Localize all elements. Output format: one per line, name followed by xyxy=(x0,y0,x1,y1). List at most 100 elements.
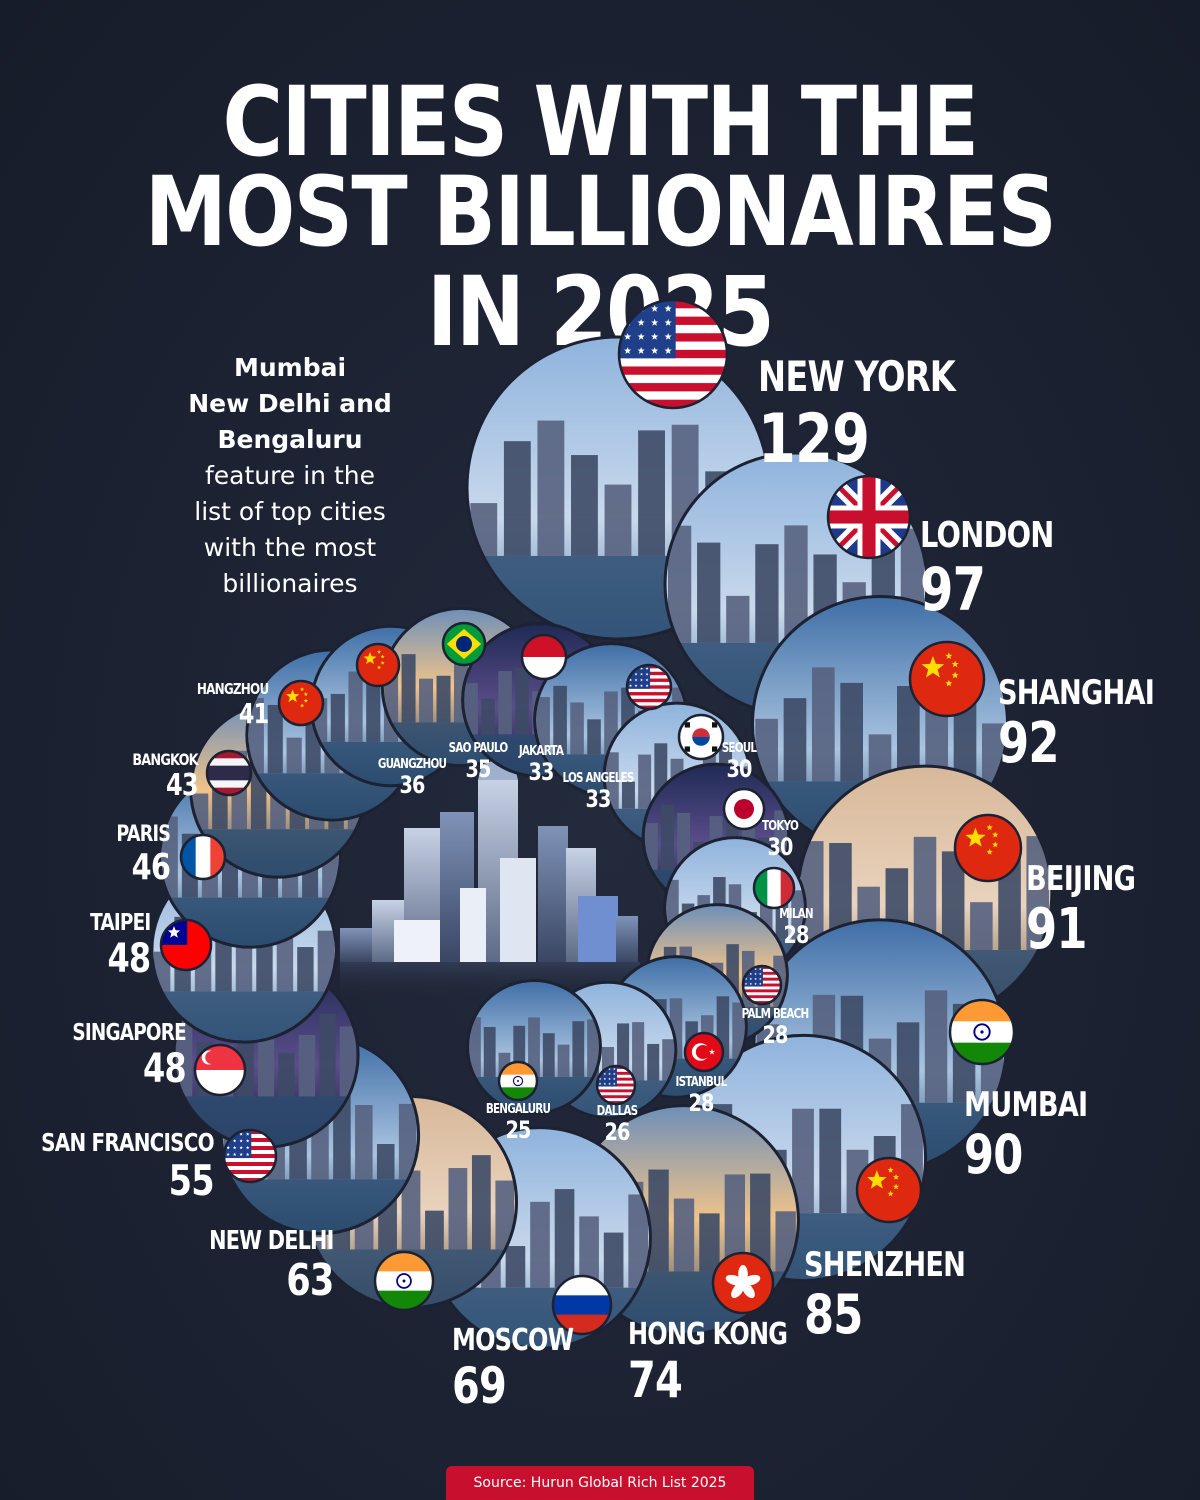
label-guangzhou: GUANGZHOU 36 xyxy=(312,758,512,797)
flag-thailand-icon xyxy=(205,749,253,797)
billionaire-count: 26 xyxy=(604,1118,630,1146)
bubble-bengaluru xyxy=(466,979,602,1115)
flag-singapore-icon xyxy=(193,1043,247,1097)
billionaire-count: 46 xyxy=(131,847,171,888)
city-name: DALLAS xyxy=(596,1104,638,1119)
billionaire-count: 30 xyxy=(726,755,752,783)
city-name: MILAN xyxy=(779,907,813,922)
city-name: PARIS xyxy=(116,822,170,847)
flag-china-icon xyxy=(855,1156,923,1224)
billionaire-count: 36 xyxy=(399,771,425,799)
billionaire-count: 97 xyxy=(920,555,986,625)
billionaire-count: 33 xyxy=(585,785,611,813)
billionaire-count: 48 xyxy=(107,936,151,982)
note-bold-line: New Delhi and xyxy=(188,389,392,418)
flag-italy-icon xyxy=(752,866,796,910)
flag-us-icon xyxy=(595,1064,637,1106)
flag-brazil-icon xyxy=(441,621,487,667)
flag-india-icon xyxy=(373,1250,435,1312)
label-sao-paulo: SAO PAULO 35 xyxy=(378,742,578,781)
city-name: MOSCOW xyxy=(452,1323,574,1358)
flag-japan-icon xyxy=(722,787,766,831)
city-name: NEW YORK xyxy=(758,352,956,401)
flag-china-icon xyxy=(953,813,1023,883)
city-name: BANGKOK xyxy=(132,750,199,769)
billionaire-count: 28 xyxy=(783,921,809,949)
billionaire-count: 28 xyxy=(688,1089,714,1117)
city-name: SHENZHEN xyxy=(804,1245,966,1285)
note-bold-line: Bengaluru xyxy=(217,425,363,454)
note-line: feature in the xyxy=(205,461,375,490)
billionaire-count: 91 xyxy=(1026,897,1088,962)
flag-indonesia-icon xyxy=(520,633,568,681)
title-line-1: CITIES WITH THE xyxy=(222,66,980,178)
billionaire-count: 129 xyxy=(758,400,870,479)
label-tokyo: TOKYO 30 xyxy=(680,820,880,859)
billionaire-count: 35 xyxy=(465,755,491,783)
city-name: TOKYO xyxy=(762,819,799,834)
billionaire-count: 25 xyxy=(505,1116,531,1144)
city-name: GUANGZHOU xyxy=(377,757,447,772)
center-skyline-illustration xyxy=(340,700,640,1002)
note-line: with the most xyxy=(203,533,377,562)
label-hangzhou: HANGZHOU 41 xyxy=(179,682,268,728)
label-beijing: BEIJING 91 xyxy=(1026,862,1162,958)
city-name: TAIPEI xyxy=(89,910,151,936)
label-new-delhi: NEW DELHI 63 xyxy=(178,1226,335,1303)
flag-china-icon xyxy=(908,640,986,718)
billionaire-count: 48 xyxy=(143,1046,187,1092)
label-bengaluru: BENGALURU 25 xyxy=(418,1103,618,1142)
label-hong-kong: HONG KONG 74 xyxy=(628,1320,827,1409)
city-name: SHANGHAI xyxy=(998,673,1155,713)
highlight-note: Mumbai New Delhi and Bengaluru feature i… xyxy=(160,350,420,602)
flag-india-icon xyxy=(497,1060,539,1102)
city-name: ISTANBUL xyxy=(675,1075,728,1090)
flag-china-icon xyxy=(277,679,325,727)
flag-us-icon xyxy=(617,298,729,410)
city-name: LONDON xyxy=(920,515,1054,556)
title-line-2: MOST BILLIONAIRES IN 2025 xyxy=(144,156,1057,368)
note-line: list of top cities xyxy=(194,497,386,526)
label-paris: PARIS 46 xyxy=(103,824,170,886)
billionaire-count: 28 xyxy=(762,1021,788,1049)
label-moscow: MOSCOW 69 xyxy=(452,1323,604,1415)
label-shenzhen: SHENZHEN 85 xyxy=(804,1248,1005,1342)
flag-us-icon xyxy=(625,663,673,711)
city-name: SEOUL xyxy=(721,741,757,756)
billionaire-count: 69 xyxy=(452,1357,507,1415)
flag-taiwan-icon xyxy=(159,918,213,972)
city-name: JAKARTA xyxy=(518,744,564,759)
flag-russia-icon xyxy=(551,1274,613,1336)
flag-us-icon xyxy=(741,964,783,1006)
flag-china-icon xyxy=(355,642,401,688)
flag-hong-kong-icon xyxy=(711,1251,775,1315)
flag-south-korea-icon xyxy=(677,713,725,761)
billionaire-count: 74 xyxy=(628,1351,683,1409)
label-istanbul: ISTANBUL 28 xyxy=(601,1076,801,1115)
city-name: BEIJING xyxy=(1026,859,1136,899)
label-dallas: DALLAS 26 xyxy=(517,1105,717,1144)
city-name: SINGAPORE xyxy=(72,1020,186,1046)
billionaire-count: 41 xyxy=(238,697,268,730)
billionaire-count: 92 xyxy=(998,711,1060,776)
label-bangkok: BANGKOK 43 xyxy=(116,750,199,801)
city-name: SAO PAULO xyxy=(448,741,509,756)
city-name: LOS ANGELES xyxy=(562,771,634,786)
city-name: SAN FRANCISCO xyxy=(41,1128,214,1157)
label-mumbai: MUMBAI 90 xyxy=(964,1088,1118,1182)
label-new-york: NEW YORK 129 xyxy=(758,356,1004,474)
label-san-francisco: SAN FRANCISCO 55 xyxy=(0,1130,214,1202)
note-line: billionaires xyxy=(222,569,358,598)
flag-france-icon xyxy=(179,833,227,881)
label-shanghai: SHANGHAI 92 xyxy=(998,676,1193,772)
label-los-angeles: LOS ANGELES 33 xyxy=(498,772,698,811)
billionaire-count: 90 xyxy=(964,1123,1023,1186)
label-singapore: SINGAPORE 48 xyxy=(44,1020,187,1092)
billionaire-count: 30 xyxy=(767,833,793,861)
billionaire-count: 55 xyxy=(168,1156,215,1205)
flag-uk-icon xyxy=(826,474,912,560)
label-taipei: TAIPEI 48 xyxy=(75,910,151,982)
label-seoul: SEOUL 30 xyxy=(639,742,839,781)
city-name: NEW DELHI xyxy=(209,1226,335,1256)
